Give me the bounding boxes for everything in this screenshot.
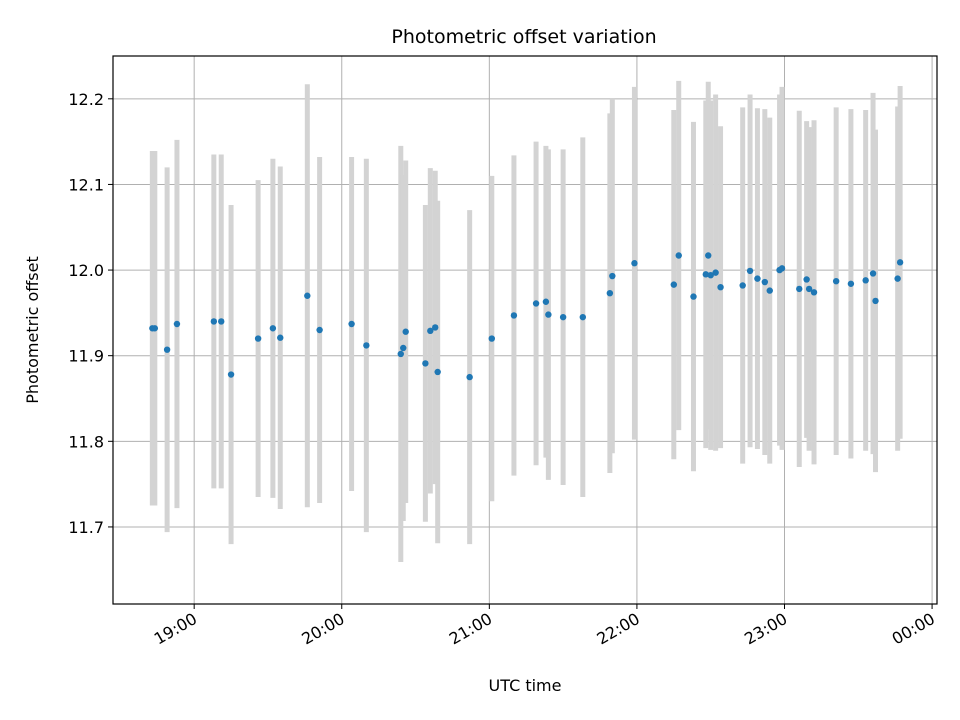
data-point xyxy=(227,371,235,378)
data-point xyxy=(422,360,429,367)
data-point xyxy=(488,335,495,342)
data-point xyxy=(675,252,682,259)
data-points xyxy=(149,252,904,381)
data-point xyxy=(363,342,370,349)
data-point xyxy=(218,318,225,325)
y-tick-label: 12.0 xyxy=(68,261,104,280)
y-tick-label: 12.1 xyxy=(68,175,104,194)
x-axis-ticks: 19:00 20:00 21:00 22:00 23:00 00:00 xyxy=(151,604,938,649)
data-point xyxy=(862,277,869,284)
data-point xyxy=(796,285,803,293)
data-point xyxy=(606,289,614,297)
data-point xyxy=(466,373,473,381)
data-point xyxy=(803,276,810,283)
data-point xyxy=(670,281,678,288)
data-point xyxy=(316,326,323,334)
data-point xyxy=(579,313,587,321)
data-point xyxy=(717,283,724,291)
data-point xyxy=(872,297,879,305)
data-point xyxy=(173,320,181,328)
x-tick-label: 00:00 xyxy=(889,609,938,649)
data-point xyxy=(542,298,550,305)
data-point xyxy=(427,327,434,335)
data-point xyxy=(712,269,719,276)
data-point xyxy=(702,271,709,278)
data-point xyxy=(434,368,441,376)
data-point xyxy=(559,313,567,321)
y-axis-ticks: 11.7 11.8 11.9 12.0 12.1 12.2 xyxy=(68,90,113,537)
data-point xyxy=(151,325,159,332)
x-tick-label: 20:00 xyxy=(298,609,347,649)
data-point xyxy=(348,320,355,328)
data-point xyxy=(545,311,552,318)
data-point xyxy=(761,278,769,286)
data-point xyxy=(766,287,773,294)
data-point xyxy=(739,282,746,289)
data-point xyxy=(896,259,904,266)
data-point xyxy=(402,328,409,335)
error-bars xyxy=(149,80,903,563)
data-point xyxy=(847,280,855,287)
data-point xyxy=(631,260,638,267)
data-point xyxy=(432,324,439,331)
data-point xyxy=(805,285,813,293)
x-tick-label: 22:00 xyxy=(593,609,642,649)
data-point xyxy=(269,325,277,332)
x-tick-label: 21:00 xyxy=(446,609,495,649)
y-tick-label: 11.8 xyxy=(68,432,104,451)
y-tick-label: 12.2 xyxy=(68,90,104,109)
plot-frame xyxy=(112,55,938,605)
data-point xyxy=(869,270,877,277)
y-tick-label: 11.7 xyxy=(68,518,104,537)
data-point xyxy=(400,344,407,352)
data-point xyxy=(532,300,540,307)
chart-title: Photometric offset variation xyxy=(391,26,656,48)
y-tick-label: 11.9 xyxy=(68,347,104,366)
data-point xyxy=(705,252,712,259)
data-point xyxy=(832,277,840,285)
data-point xyxy=(304,292,311,299)
data-point xyxy=(894,275,901,282)
data-point xyxy=(746,267,754,275)
data-point xyxy=(210,318,218,325)
data-point xyxy=(510,312,518,319)
data-point xyxy=(277,334,284,341)
x-tick-label: 23:00 xyxy=(741,609,790,649)
data-point xyxy=(754,275,761,282)
data-point xyxy=(609,272,616,280)
x-tick-label: 19:00 xyxy=(151,609,200,649)
x-axis-label: UTC time xyxy=(489,676,562,695)
data-point xyxy=(690,293,697,300)
data-point xyxy=(163,346,171,353)
data-point xyxy=(707,272,714,279)
y-axis-label: Photometric offset xyxy=(23,256,42,404)
data-point xyxy=(778,265,786,272)
data-point xyxy=(254,335,262,342)
data-point xyxy=(810,289,818,296)
data-point xyxy=(397,350,404,358)
